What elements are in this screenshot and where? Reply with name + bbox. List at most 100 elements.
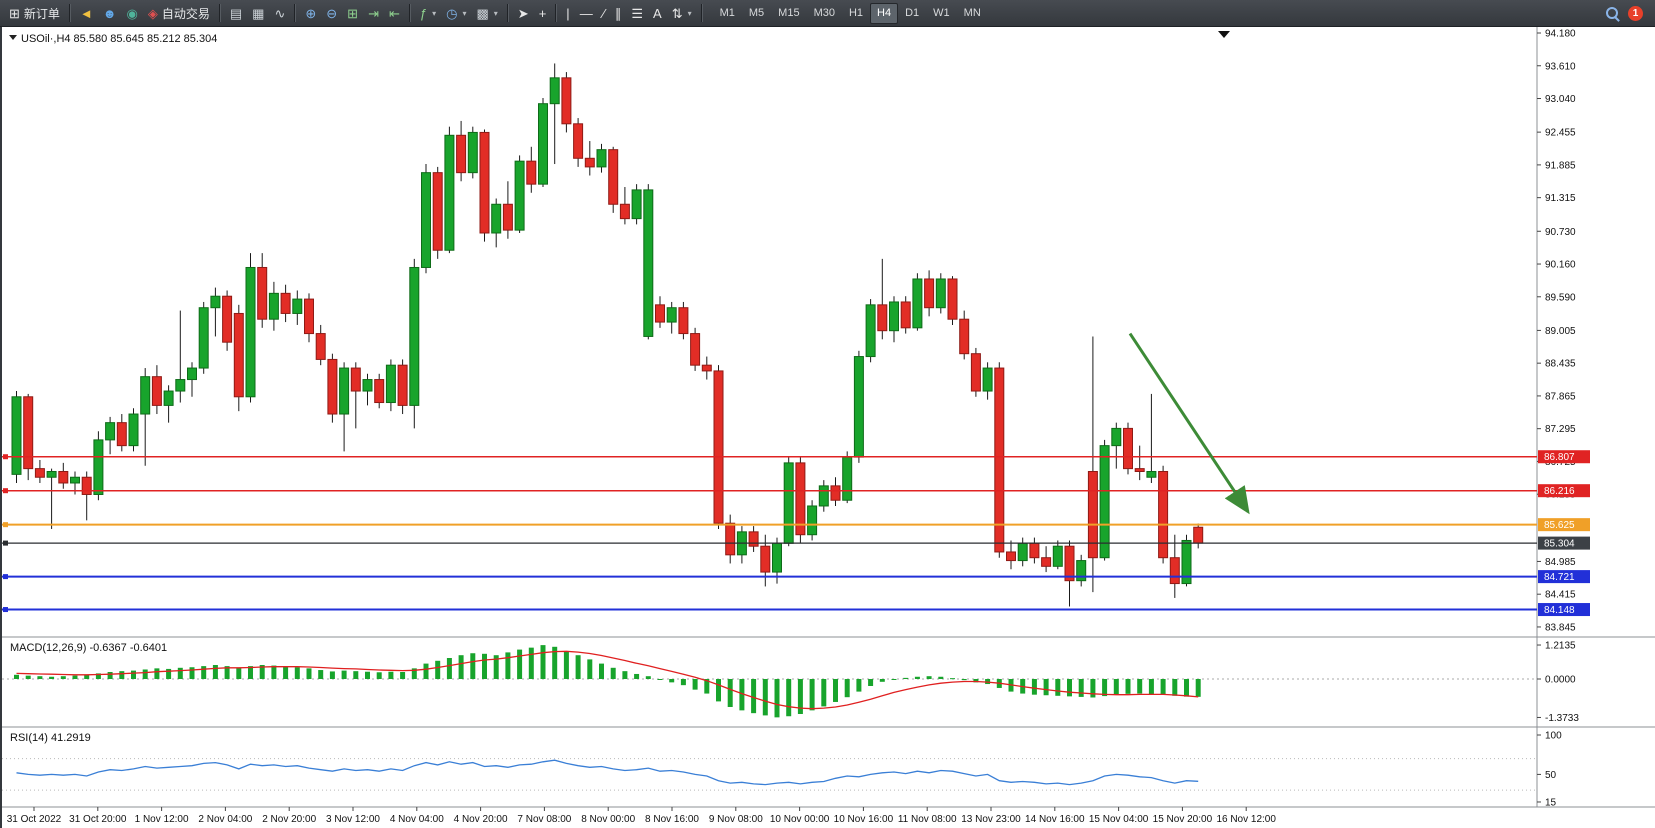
time-axis-label: 13 Nov 23:00 (961, 814, 1021, 825)
price-badge (1538, 450, 1590, 464)
chart-title: USOil·,H4 85.580 85.645 85.212 85.304 (21, 33, 217, 45)
bar-chart-button[interactable]: ▤ (225, 2, 247, 25)
profile-button[interactable]: ☻ (98, 2, 122, 25)
arrows-objects-button[interactable]: ⇅ ▾ (667, 2, 697, 25)
new-order-label: 新订单 (23, 6, 60, 21)
symbol-dropdown-icon[interactable] (9, 35, 17, 40)
arrows-objects-icon: ⇅ (671, 5, 683, 21)
trendline-button[interactable]: ∕ (598, 2, 610, 25)
time-axis-label: 4 Nov 04:00 (390, 814, 444, 825)
periods-icon: ◷ (446, 5, 458, 21)
templates-icon: ▩ (476, 5, 489, 21)
scroll-to-end-marker[interactable] (1218, 31, 1230, 38)
macd-histogram (14, 645, 1201, 718)
toolbar-separator (294, 4, 297, 22)
auto-trading-button[interactable]: ◈ 自动交易 (143, 2, 215, 25)
timeframe-w1-button[interactable]: W1 (926, 3, 957, 24)
auto-trading-label: 自动交易 (161, 6, 210, 21)
price-badge-value: 84.148 (1544, 605, 1575, 616)
channel-button[interactable]: ∥ (610, 2, 627, 25)
rsi-line (16, 759, 1199, 786)
macd-label: MACD(12,26,9) -0.6367 -0.6401 (10, 642, 167, 654)
new-order-button[interactable]: ⊞ 新订单 (4, 2, 65, 25)
trend-arrow[interactable] (1128, 332, 1250, 515)
text-button[interactable]: A (648, 2, 667, 25)
toolbar-separator (68, 4, 71, 22)
time-axis-label: 9 Nov 08:00 (709, 814, 763, 825)
toolbar-separator (555, 4, 558, 22)
horizontal-line-button[interactable]: ― (575, 2, 598, 25)
zoom-in-button[interactable]: ⊕ (300, 2, 321, 25)
time-axis-label: 10 Nov 16:00 (834, 814, 894, 825)
auto-scroll-icon: ⇥ (368, 5, 379, 21)
price-badge (1538, 603, 1590, 617)
zoom-out-button[interactable]: ⊖ (321, 2, 342, 25)
crosshair-button[interactable]: + (534, 2, 552, 25)
time-axis-label: 4 Nov 20:00 (454, 814, 508, 825)
channel-icon: ∥ (614, 5, 622, 21)
time-axis-label: 16 Nov 12:00 (1216, 814, 1276, 825)
macd-axis-label: -1.3733 (1545, 713, 1579, 724)
support-line-1-handle[interactable] (3, 574, 8, 580)
line-chart-button[interactable]: ∿ (269, 2, 290, 25)
timeframe-h4-button[interactable]: H4 (870, 2, 899, 24)
tile-windows-icon: ⊞ (347, 5, 359, 21)
time-axis[interactable]: 31 Oct 2022 31 Oct 20:00 1 Nov 12:00 2 Nov … (7, 807, 1277, 825)
announcement-button[interactable]: ◄ (75, 2, 98, 25)
price-chart[interactable]: 94.180 93.610 93.040 92.455 91.885 91.315 90.7… (2, 27, 1655, 828)
price-axis-label: 91.885 (1545, 160, 1576, 171)
timeframe-m30-button[interactable]: M30 (807, 3, 842, 24)
price-axis-label: 83.845 (1545, 622, 1576, 633)
templates-button[interactable]: ▩ ▾ (471, 2, 502, 25)
timeframe-m5-button[interactable]: M5 (742, 3, 771, 24)
profile-icon: ☻ (102, 5, 117, 21)
indicators-button[interactable]: ƒ ▾ (415, 2, 441, 25)
price-badge-value: 85.304 (1544, 539, 1575, 550)
chart-shift-button[interactable]: ⇤ (384, 2, 405, 25)
pivot-line-handle[interactable] (3, 522, 8, 528)
time-axis-label: 1 Nov 12:00 (135, 814, 189, 825)
resistance-line-2-handle[interactable] (3, 488, 8, 494)
horizontal-line-icon: ― (579, 5, 593, 21)
time-axis-label: 15 Nov 04:00 (1089, 814, 1149, 825)
macd-axis-label: 1.2135 (1545, 641, 1576, 652)
time-axis-label: 8 Nov 16:00 (645, 814, 699, 825)
toolbar-buttons: ⊞ 新订单 ◄ ☻ ◉ ◈ 自动交易 ▤ ▦ ∿ ⊕ ⊖ ⊞ ⇥ ⇤ ƒ ▾ ◷ ▾ ▩ ▾ ➤ + | ― ∕ ∥ ☰ A ⇅ ▾ (4, 0, 707, 26)
cursor-button[interactable]: ➤ (513, 2, 534, 25)
price-axis-label: 94.180 (1545, 29, 1576, 40)
timeframe-m15-button[interactable]: M15 (771, 3, 806, 24)
time-axis-label: 11 Nov 08:00 (898, 814, 957, 825)
resistance-line-1-handle[interactable] (3, 454, 8, 460)
price-axis-label: 93.040 (1545, 94, 1576, 105)
search-icon[interactable] (1606, 7, 1618, 19)
notification-badge[interactable]: 1 (1628, 5, 1643, 21)
tile-windows-button[interactable]: ⊞ (342, 2, 363, 25)
candlestick-button[interactable]: ▦ (247, 2, 269, 25)
vertical-line-button[interactable]: | (561, 2, 574, 25)
chart-shift-icon: ⇤ (388, 5, 400, 21)
time-axis-label: 14 Nov 16:00 (1025, 814, 1085, 825)
time-axis-label: 8 Nov 00:00 (581, 814, 635, 825)
current-price-line-handle[interactable] (3, 540, 8, 546)
indicators-icon: ƒ (419, 5, 428, 21)
timeframe-h1-button[interactable]: H1 (842, 3, 870, 24)
periods-button[interactable]: ◷ ▾ (441, 2, 471, 25)
auto-scroll-button[interactable]: ⇥ (363, 2, 384, 25)
dropdown-arrow-icon: ▾ (432, 8, 437, 18)
fibonacci-button[interactable]: ☰ (626, 2, 648, 25)
time-axis-label: 2 Nov 20:00 (262, 814, 316, 825)
price-badge-value: 84.721 (1544, 572, 1575, 583)
support-line-2-handle[interactable] (3, 607, 8, 613)
timeframe-mn-button[interactable]: MN (957, 3, 988, 24)
time-axis-label: 15 Nov 20:00 (1153, 814, 1213, 825)
price-axis-label: 84.415 (1545, 590, 1576, 601)
timeframe-d1-button[interactable]: D1 (898, 3, 926, 24)
timeframe-m1-button[interactable]: M1 (713, 3, 742, 24)
timeframe-group: M1 M5 M15 M30 H1 H4 D1 W1 MN (713, 2, 988, 24)
community-icon: ◉ (126, 5, 138, 21)
price-badge (1538, 484, 1590, 498)
toolbar-right: 1 (1606, 5, 1651, 21)
price-axis-label: 91.315 (1545, 193, 1576, 204)
time-axis-label: 2 Nov 04:00 (198, 814, 252, 825)
community-button[interactable]: ◉ (121, 2, 142, 25)
